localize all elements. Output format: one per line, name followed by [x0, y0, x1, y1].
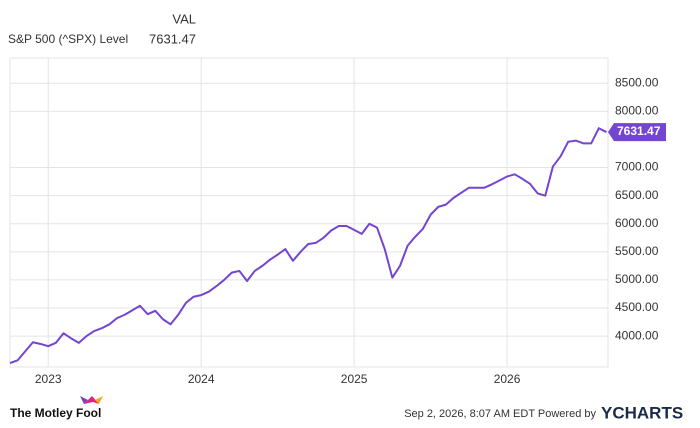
y-tick-label: 5500.00 [615, 244, 659, 258]
y-tick-label: 4000.00 [615, 328, 659, 342]
y-tick-label: 5000.00 [615, 272, 659, 286]
y-tick-label: 8500.00 [615, 75, 659, 89]
legend-value: 7631.47 [149, 31, 196, 46]
y-tick-label: 8000.00 [615, 104, 659, 118]
brand: The Motley Fool [10, 406, 101, 420]
y-tick-label: 6000.00 [615, 216, 659, 230]
legend-header: VAL [172, 11, 196, 26]
value-flag-label: 7631.47 [617, 124, 661, 138]
value-flag [608, 123, 666, 142]
x-tick-label: 2024 [188, 372, 215, 386]
y-tick-label: 7000.00 [615, 160, 659, 174]
x-tick-label: 2023 [35, 372, 62, 386]
motley-fool-logo [80, 396, 103, 404]
timestamp: Sep 2, 2026, 8:07 AM EDT Powered by [404, 408, 596, 420]
plot-area [9, 57, 609, 368]
x-tick-label: 2026 [494, 372, 521, 386]
legend-entry: S&P 500 (^SPX) Level [8, 32, 128, 46]
line [9, 127, 607, 365]
y-tick-label: 4500.00 [615, 300, 659, 314]
y-tick-label: 6500.00 [615, 188, 659, 202]
provider-logo: YCHARTS [601, 403, 683, 422]
x-tick-label: 2025 [341, 372, 368, 386]
